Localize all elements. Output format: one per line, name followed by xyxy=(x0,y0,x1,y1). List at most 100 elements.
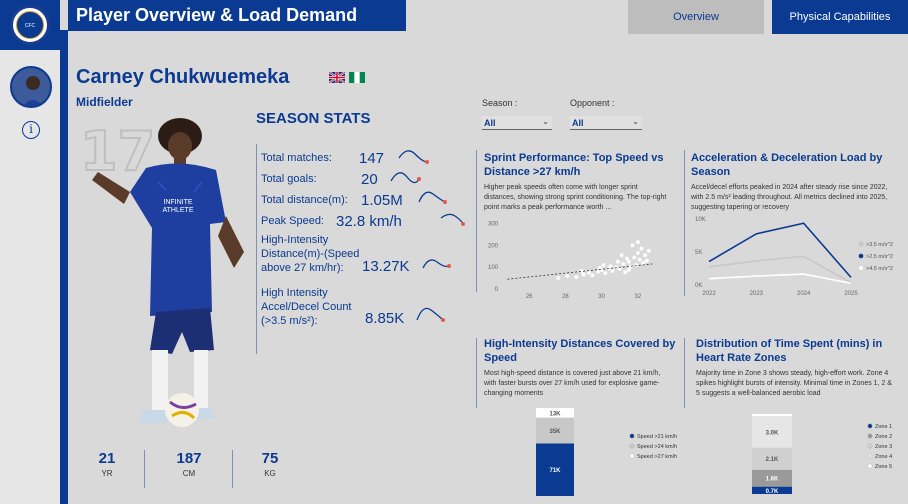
scatter-point xyxy=(633,262,639,268)
legend-marker xyxy=(867,423,873,429)
sparkline-distance xyxy=(418,191,447,204)
series-line xyxy=(708,255,852,284)
legend-marker xyxy=(867,443,873,449)
sparkline-matches xyxy=(398,150,429,164)
hr-card-title: Distribution of Time Spent (mins) in Hea… xyxy=(696,338,883,364)
sparkline-accel xyxy=(416,307,445,322)
scatter-point xyxy=(637,257,642,262)
scatter-point xyxy=(623,270,628,275)
accel-line-chart: 0K 5K 10K 2022 2023 2024 2025 >3.5 m/s^2 >2.5 m/… xyxy=(695,217,893,297)
legend-label: Zone 1 xyxy=(875,424,892,430)
stat-value: 8.85K xyxy=(365,310,405,327)
scatter-point xyxy=(565,273,570,279)
scatter-point xyxy=(630,243,635,248)
player-avatar[interactable] xyxy=(10,66,52,108)
legend-label: Zone 5 xyxy=(875,464,892,470)
season-dropdown[interactable]: All ⌄ xyxy=(482,116,552,130)
scatter-point xyxy=(626,267,631,273)
tab-physical-capabilities[interactable]: Physical Capabilities xyxy=(772,0,908,34)
sprint-scatter-chart: 0 100 200 300 26 28 30 32 xyxy=(488,221,653,300)
season-filter-label: Season : xyxy=(482,98,518,108)
panel-edge xyxy=(60,30,68,504)
scatter-point xyxy=(621,261,626,267)
series-line xyxy=(708,222,852,278)
x-tick-label: 28 xyxy=(562,294,569,300)
stat-high-intensity-distance: High-Intensity Distance(m)-(Speed above … xyxy=(261,233,373,275)
scatter-point xyxy=(619,253,624,258)
scatter-point xyxy=(603,270,608,276)
legend-label: >3.5 m/s^2 xyxy=(866,242,893,248)
bar-value-label: 2.1K xyxy=(766,457,779,463)
bar-segment xyxy=(752,416,792,448)
player-name: Carney Chukwuemeka xyxy=(76,66,290,88)
x-tick-label: 2025 xyxy=(844,291,858,297)
x-tick-label: 2022 xyxy=(702,291,716,297)
season-stats-panel: Total matches: 147 Total goals: 20 Total… xyxy=(256,144,466,354)
avatar-image xyxy=(12,68,50,106)
legend-marker xyxy=(867,463,873,469)
scatter-point xyxy=(608,263,613,269)
stat-label: Total matches: xyxy=(261,152,332,164)
opponent-dropdown-value: All xyxy=(572,118,584,128)
legend-marker xyxy=(629,443,635,449)
tab-overview[interactable]: Overview xyxy=(628,0,764,34)
scatter-point xyxy=(624,256,630,261)
age-stat: 21 YR xyxy=(88,450,126,478)
y-tick-label: 300 xyxy=(488,221,499,227)
scatter-point xyxy=(641,260,646,265)
bar-value-label: 35K xyxy=(549,429,561,435)
series-line xyxy=(708,273,852,285)
stat-total-distance: Total distance(m): xyxy=(261,194,348,206)
height-unit: CM xyxy=(182,469,196,478)
season-stats-title: SEASON STATS xyxy=(256,110,371,127)
legend-marker xyxy=(629,453,635,459)
weight-stat: 75 KG xyxy=(252,450,288,478)
scatter-point xyxy=(632,255,637,260)
bar-segment xyxy=(752,414,792,417)
legend-label: Speed >24 km/h xyxy=(637,444,677,450)
bar-segment xyxy=(752,469,792,487)
stat-separator xyxy=(232,450,233,488)
scatter-point xyxy=(610,268,615,274)
legend-label: Zone 4 xyxy=(875,454,892,460)
accel-card-title: Acceleration & Deceleration Load by Seas… xyxy=(691,152,883,178)
scatter-point xyxy=(626,259,631,264)
scatter-point xyxy=(601,262,606,268)
y-tick-label: 200 xyxy=(488,243,499,249)
scatter-point xyxy=(586,270,592,275)
hr-card-description: Majority time in Zone 3 shows steady, hi… xyxy=(696,370,892,397)
sparkline-goals xyxy=(390,172,421,184)
info-icon[interactable]: i xyxy=(22,121,40,139)
scatter-point xyxy=(556,276,561,281)
opponent-filter-label: Opponent : xyxy=(570,98,615,108)
y-tick-label: 5K xyxy=(695,250,702,256)
y-tick-label: 0K xyxy=(695,283,702,289)
legend-marker xyxy=(858,241,864,247)
x-tick-label: 2023 xyxy=(750,291,764,297)
bar-segment xyxy=(752,486,792,494)
bar-value-label: 0.7K xyxy=(766,489,779,495)
age-value: 21 xyxy=(98,450,116,467)
bar-value-label: 71K xyxy=(549,468,561,474)
sparkline-hid xyxy=(422,259,451,269)
scatter-point xyxy=(646,248,651,253)
opponent-dropdown[interactable]: All ⌄ xyxy=(570,116,642,130)
weight-unit: KG xyxy=(264,469,276,478)
hid-card-description: Most high-speed distance is covered just… xyxy=(484,370,661,397)
scatter-point xyxy=(617,266,622,271)
bar-segment xyxy=(536,408,574,418)
x-tick-label: 30 xyxy=(598,294,605,300)
season-dropdown-value: All xyxy=(484,118,496,128)
legend-marker xyxy=(867,453,873,459)
accel-card-description: Accel/decel efforts peaked in 2024 after… xyxy=(691,184,888,211)
trend-line xyxy=(507,263,653,280)
x-tick-label: 32 xyxy=(635,294,642,300)
stat-value: 13.27K xyxy=(362,258,410,275)
stat-value: 147 xyxy=(359,150,385,167)
svg-text:INFINITE: INFINITE xyxy=(163,199,192,206)
bar-segment xyxy=(536,443,574,496)
y-tick-label: 10K xyxy=(695,217,706,223)
legend-label: Zone 2 xyxy=(875,434,892,440)
sprint-card-title: Sprint Performance: Top Speed vs Distanc… xyxy=(484,152,664,178)
scatter-point xyxy=(642,253,648,258)
